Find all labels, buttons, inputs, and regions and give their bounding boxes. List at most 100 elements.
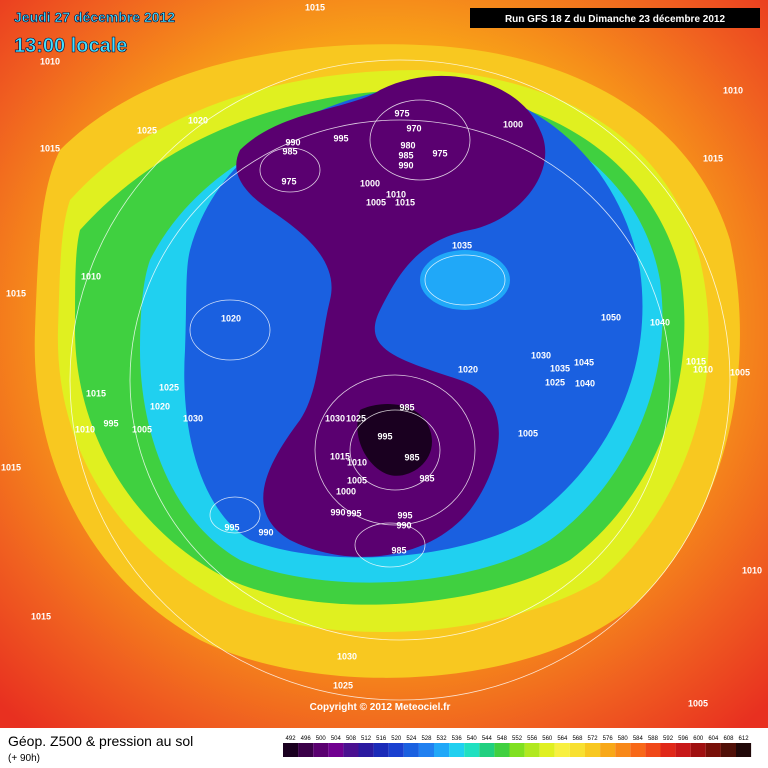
scale-swatch xyxy=(343,743,359,757)
isobar-label: 1015 xyxy=(395,197,415,207)
scale-label: 532 xyxy=(437,736,448,742)
isobar-label: 1015 xyxy=(330,451,350,461)
isobar-label: 985 xyxy=(399,402,414,412)
scale-label: 552 xyxy=(512,736,523,742)
isobar-label: 1015 xyxy=(31,611,51,621)
footer-lead: (+ 90h) xyxy=(8,753,40,764)
isobar-label: 985 xyxy=(419,473,434,483)
scale-label: 496 xyxy=(301,736,312,742)
isobar-label: 1020 xyxy=(150,401,170,411)
scale-swatch xyxy=(720,743,736,757)
isobar-label: 1025 xyxy=(545,377,565,387)
isobar-label: 1020 xyxy=(188,115,208,125)
scale-label: 500 xyxy=(316,736,327,742)
isobar-label: 1020 xyxy=(221,313,241,323)
field xyxy=(0,0,768,728)
isobar-label: 1015 xyxy=(305,2,325,12)
zone-core xyxy=(357,404,432,476)
isobar-label: 1015 xyxy=(86,388,106,398)
scale-label: 580 xyxy=(618,736,629,742)
isobar-label: 975 xyxy=(432,148,447,158)
isobar-label: 990 xyxy=(398,160,413,170)
date: Jeudi 27 décembre 2012 xyxy=(14,9,175,25)
scale-label: 504 xyxy=(331,736,342,742)
scale-swatch xyxy=(524,743,540,757)
scale-label: 528 xyxy=(421,736,432,742)
copyright: Copyright © 2012 Meteociel.fr xyxy=(310,702,451,713)
isobar-label: 990 xyxy=(396,520,411,530)
isobar-label: 1015 xyxy=(40,143,60,153)
isobar-label: 1000 xyxy=(336,486,356,496)
isobar-label: 1030 xyxy=(183,413,203,423)
isobar-label: 970 xyxy=(406,123,421,133)
scale-swatch xyxy=(569,743,585,757)
isobar-label: 980 xyxy=(400,140,415,150)
isobar-label: 1005 xyxy=(366,197,386,207)
isobar-label: 1035 xyxy=(550,363,570,373)
scale-swatch xyxy=(298,743,314,757)
isobar-label: 1010 xyxy=(742,565,762,575)
isobar-label: 995 xyxy=(377,431,392,441)
scale-swatch xyxy=(690,743,706,757)
isobar-label: 1005 xyxy=(730,367,750,377)
time: 13:00 locale xyxy=(14,35,127,57)
isobar-label: 1010 xyxy=(723,85,743,95)
isobar-label: 995 xyxy=(224,522,239,532)
scale-swatch xyxy=(313,743,329,757)
isobar-label: 1000 xyxy=(503,119,523,129)
isobar-label: 990 xyxy=(330,507,345,517)
isobar-label: 1045 xyxy=(574,357,594,367)
scale-label: 536 xyxy=(452,736,463,742)
isobar-label: 990 xyxy=(285,137,300,147)
isobar-labels: 1015101010251020101599098597599597597098… xyxy=(1,2,762,708)
scale-label: 576 xyxy=(603,736,614,742)
scale-label: 600 xyxy=(693,736,704,742)
scale-label: 572 xyxy=(588,736,599,742)
isobar-label: 1025 xyxy=(159,382,179,392)
isobar-label: 1005 xyxy=(347,475,367,485)
isobar-label: 1010 xyxy=(693,364,713,374)
isobar-label: 1015 xyxy=(686,356,706,366)
isobar-label: 1025 xyxy=(346,413,366,423)
scale-label: 612 xyxy=(739,736,750,742)
zone-purple xyxy=(236,75,546,557)
color-scale: 492 496 500 504 508 512 516 520 524 528 532 536 540 5… xyxy=(283,736,752,757)
isobar-label: 1015 xyxy=(1,462,21,472)
scale-label: 544 xyxy=(482,736,493,742)
scale-swatch xyxy=(328,743,344,757)
isobar-label: 1030 xyxy=(337,651,357,661)
scale-label: 596 xyxy=(678,736,689,742)
scale-label: 540 xyxy=(467,736,478,742)
isobar-label: 985 xyxy=(391,545,406,555)
isobar-label: 1010 xyxy=(81,271,101,281)
scale-swatch xyxy=(615,743,631,757)
footer-title: Géop. Z500 & pression au sol xyxy=(8,733,193,749)
isobar-label: 1025 xyxy=(333,680,353,690)
isobar-label: 995 xyxy=(333,133,348,143)
scale-label: 492 xyxy=(286,736,297,742)
isobar-label: 985 xyxy=(282,146,297,156)
scale-swatch xyxy=(283,743,299,757)
scale-swatch xyxy=(630,743,646,757)
scale-label: 556 xyxy=(527,736,538,742)
run: Run GFS 18 Z du Dimanche 23 décembre 201… xyxy=(505,14,726,25)
isobar-label: 1005 xyxy=(518,428,538,438)
isobar-label: 1015 xyxy=(6,288,26,298)
scale-label: 548 xyxy=(497,736,508,742)
isobar-label: 1010 xyxy=(40,56,60,66)
scale-label: 588 xyxy=(648,736,659,742)
isobar-label: 975 xyxy=(394,108,409,118)
scale-swatch xyxy=(403,743,419,757)
scale-swatch xyxy=(373,743,389,757)
scale-swatch xyxy=(479,743,495,757)
scale-swatch xyxy=(434,743,450,757)
scale-swatch xyxy=(449,743,465,757)
isobar-label: 1010 xyxy=(75,424,95,434)
scale-label: 564 xyxy=(557,736,568,742)
scale-label: 512 xyxy=(361,736,372,742)
scale-swatch xyxy=(358,743,374,757)
scale-swatch xyxy=(705,743,721,757)
isobar-label: 1025 xyxy=(137,125,157,135)
